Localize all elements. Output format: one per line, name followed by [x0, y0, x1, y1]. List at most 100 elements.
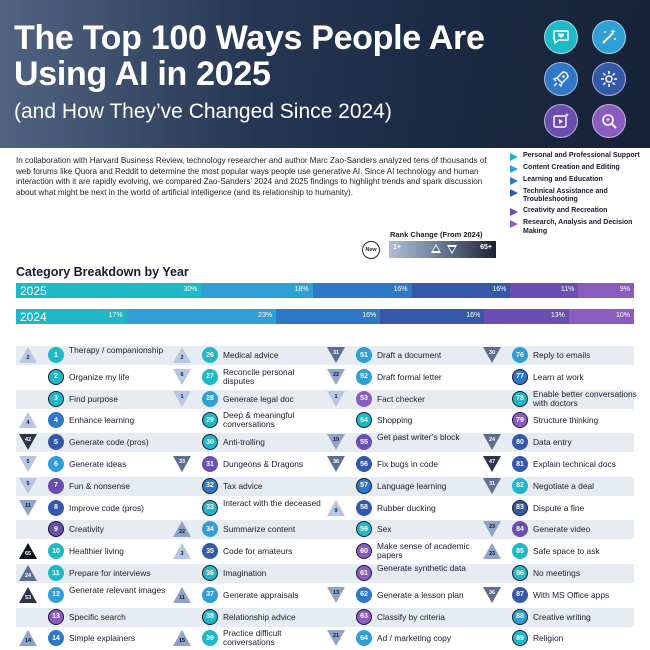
rank-change-value: 24 — [24, 573, 32, 579]
legend-marker — [510, 208, 518, 217]
rank-number: 30 — [202, 434, 218, 451]
use-case-label: Ad / marketing copy — [377, 633, 452, 644]
rank-number: 37 — [202, 586, 218, 603]
row-band — [16, 564, 634, 583]
list-item: 61 Generate synthetic data — [326, 563, 476, 584]
rank-change-value: 6 — [180, 371, 184, 378]
use-case-label: Make sense of academic papers — [377, 541, 470, 561]
list-item: 14 14 Simple explainers — [18, 628, 168, 649]
rank-down-icon: 23 — [482, 520, 502, 538]
list-item: 13 Specific search — [18, 607, 168, 628]
list-item: 1 53 Fact checker — [326, 389, 476, 410]
list-item: 53 12 Generate relevant images — [18, 585, 168, 606]
list-item: 1 28 Generate legal doc — [172, 389, 322, 410]
use-case-label: Organize my life — [69, 371, 130, 382]
magic-wand-icon — [592, 20, 626, 54]
rank-change-value: 31 — [332, 350, 340, 356]
use-case-label: Shopping — [377, 415, 413, 426]
bar-segment: 11% — [510, 283, 579, 298]
rank-change-value: 33 — [178, 459, 186, 465]
use-case-label: Sex — [377, 524, 392, 535]
list-item: 5 7 Fun & nonsense — [18, 476, 168, 497]
use-case-label: Draft a document — [377, 350, 442, 360]
rank-number: 3 — [48, 390, 64, 407]
use-case-label: Summarize content — [223, 524, 296, 535]
use-case-label: Generate synthetic data — [377, 563, 466, 573]
use-case-label: Language learning — [377, 480, 447, 491]
list-item: 36 Imagination — [172, 563, 322, 584]
legend-label: Content Creation and Editing — [523, 164, 620, 171]
bar-segment: 18% — [201, 283, 313, 298]
list-item: 60 Make sense of academic papers — [326, 541, 476, 562]
list-item: 29 Deep & meaningful conversations — [172, 410, 322, 431]
use-case-label: Safe space to ask — [533, 546, 600, 557]
bar-segment: 9% — [578, 283, 634, 298]
use-case-label: Classify by criteria — [377, 611, 445, 622]
rank-number: 39 — [202, 630, 218, 647]
rank-down-icon: 42 — [18, 433, 38, 451]
category-legend: Personal and Professional Support Conten… — [510, 152, 645, 239]
data-label: 13% — [550, 312, 565, 319]
list-item: 23 85 Safe space to ask — [482, 541, 632, 562]
data-label: 11% — [560, 286, 575, 293]
chat-heart-icon — [544, 20, 578, 54]
rank-number: 87 — [512, 586, 528, 603]
list-item: 9 58 Rubber ducking — [326, 498, 476, 519]
rank-number: 62 — [356, 586, 372, 603]
data-label: 9% — [619, 286, 630, 293]
rank-number: 29 — [202, 412, 218, 429]
rank-up-icon: 4 — [18, 411, 38, 429]
data-label: 16% — [393, 286, 408, 293]
use-case-label: Reply to emails — [533, 350, 591, 360]
list-item: 36 56 Fix bugs in code — [326, 454, 476, 475]
rank-number: 79 — [512, 412, 528, 429]
use-case-label: Fact checker — [377, 393, 425, 404]
list-item: 38 Relationship advice — [172, 607, 322, 628]
legend-marker — [510, 177, 518, 185]
rank-number: 59 — [356, 521, 372, 538]
rank-number: 80 — [512, 434, 528, 451]
category-icon-grid — [540, 18, 632, 140]
rank-down-icon: 1 — [172, 390, 192, 408]
legend-item: Content Creation and Editing — [510, 164, 645, 173]
use-case-label: Dungeons & Dragons — [223, 459, 304, 469]
rank-number: 13 — [48, 608, 64, 625]
rank-down-icon: 21 — [326, 629, 346, 647]
use-case-label: Deep & meaningful conversations — [223, 410, 295, 430]
page-title: The Top 100 Ways People Are Using AI in … — [14, 19, 485, 93]
use-case-label: Generate a lesson plan — [377, 589, 464, 600]
use-case-label: Anti-trolling — [223, 437, 265, 448]
use-case-label: Get past writer’s block — [377, 432, 460, 443]
rank-change-value: 47 — [488, 459, 496, 465]
data-label: 17% — [108, 312, 123, 319]
list-item: 24 11 Prepare for interviews — [18, 563, 168, 584]
rank-change-value: 11 — [179, 594, 185, 601]
rank-number: 84 — [512, 521, 528, 538]
use-case-label: Fix bugs in code — [377, 459, 438, 469]
bar-segment: 16% — [411, 283, 511, 298]
use-case-label: Specific search — [69, 611, 126, 622]
year-label: 2024 — [20, 310, 47, 324]
use-case-label: Generate relevant images — [69, 584, 166, 595]
rank-change-value: 23 — [488, 551, 496, 558]
rank-number: 83 — [512, 499, 528, 516]
rank-change-value: 24 — [488, 437, 496, 444]
rank-number: 36 — [202, 565, 218, 581]
legend-item: Personal and Professional Support — [510, 152, 645, 161]
list-item: 2 26 Medical advice — [172, 345, 322, 366]
rank-change-value: 22 — [332, 371, 340, 378]
rank-change-value: 1 — [334, 393, 338, 400]
use-case-label: Enhance learning — [69, 415, 135, 426]
list-item: 21 64 Ad / marketing copy — [326, 628, 476, 649]
page-subtitle: (and How They’ve Changed Since 2024) — [14, 100, 392, 123]
use-case-label: Tax advice — [223, 480, 263, 491]
rank-number: 63 — [356, 608, 372, 625]
rank-number: 28 — [202, 390, 218, 407]
rank-number: 77 — [512, 368, 528, 385]
data-label: 30% — [183, 286, 198, 293]
rank-number: 33 — [202, 499, 218, 516]
magnifier-icon — [592, 104, 626, 138]
rank-number: 5 — [48, 434, 64, 451]
list-item: 89 Religion — [482, 628, 632, 649]
rank-number: 1 — [48, 347, 64, 363]
